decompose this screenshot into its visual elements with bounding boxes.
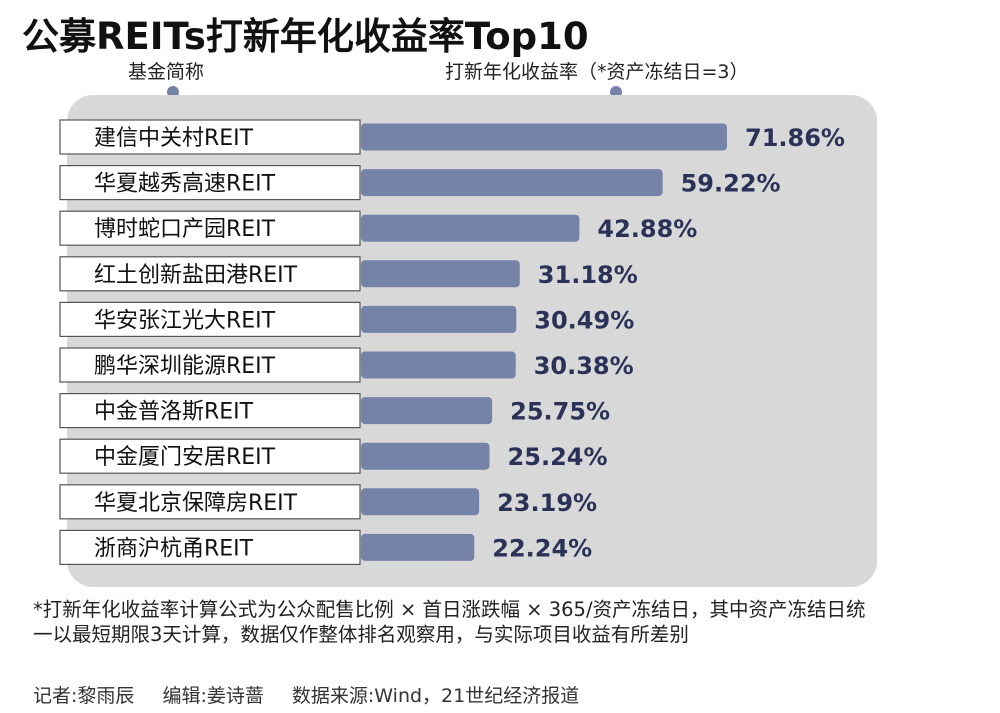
bar-row: 浙商沪杭甬REIT 22.24% [59, 529, 592, 566]
bar-row: 华安张江光大REIT 30.49% [59, 301, 634, 337]
data-label: 59.22% [681, 170, 781, 198]
bar-row: 华夏北京保障房REIT 23.19% [59, 484, 597, 520]
bar-row: 鹏华深圳能源REIT 30.38% [59, 347, 634, 383]
editor-credit: 编辑:姜诗蔷 [162, 685, 264, 707]
bar [361, 260, 520, 288]
data-label: 42.88% [597, 215, 697, 243]
bar-row: 华夏越秀高速REIT 59.22% [59, 165, 781, 201]
category-label-box [59, 165, 361, 201]
category-label: 中金厦门安居REIT [94, 445, 276, 470]
category-label: 博时蛇口产园REIT [94, 217, 276, 242]
category-label: 华夏越秀高速REIT [94, 172, 276, 197]
category-label-box [59, 210, 361, 246]
category-label: 浙商沪杭甬REIT [94, 536, 254, 561]
bar [361, 488, 480, 516]
category-label: 建信中关村REIT [94, 126, 254, 151]
category-label: 鹏华深圳能源REIT [94, 354, 276, 379]
data-label: 30.38% [534, 352, 634, 380]
bar-row: 红土创新盐田港REIT 31.18% [59, 256, 638, 292]
category-label-box [59, 438, 361, 474]
bar [361, 123, 727, 151]
category-label: 红土创新盐田港REIT [94, 263, 298, 288]
category-label-box [59, 393, 361, 429]
source-credit: 数据来源:Wind，21世纪经济报道 [291, 685, 580, 707]
bar [361, 533, 475, 561]
category-label: 华夏北京保障房REIT [94, 491, 298, 516]
bar [361, 214, 580, 242]
category-label-box [59, 301, 361, 337]
category-label: 华安张江光大REIT [94, 308, 276, 333]
bar [361, 442, 490, 470]
footnote: *打新年化收益率计算公式为公众配售比例 × 首日涨跌幅 × 365/资产冻结日，… [33, 598, 866, 646]
data-label: 30.49% [534, 306, 634, 334]
data-label: 23.19% [497, 489, 597, 517]
bar-row: 中金普洛斯REIT 25.75% [59, 393, 610, 429]
value-column-header: 打新年化收益率（*资产冻结日=3） [445, 61, 749, 83]
bar [361, 397, 493, 425]
bar-row: 建信中关村REIT 71.86% [59, 119, 845, 155]
bar [361, 305, 517, 333]
bar-row: 博时蛇口产园REIT 42.88% [59, 210, 697, 246]
data-label: 25.75% [510, 398, 610, 426]
data-label: 25.24% [508, 443, 608, 471]
credits: 记者:黎雨辰 编辑:姜诗蔷 数据来源:Wind，21世纪经济报道 [33, 681, 601, 708]
data-label: 22.24% [492, 534, 592, 562]
category-label-box [59, 529, 361, 566]
category-column-header: 基金简称 [128, 61, 205, 83]
category-label: 中金普洛斯REIT [94, 400, 254, 425]
data-label: 31.18% [538, 261, 638, 289]
bar [361, 169, 663, 197]
category-label-box [59, 119, 361, 155]
bar [361, 351, 516, 379]
category-label-box [59, 484, 361, 520]
chart-title: 公募REITs打新年化收益率Top10 [22, 15, 589, 58]
reporter-credit: 记者:黎雨辰 [33, 685, 135, 707]
data-label: 71.86% [745, 124, 845, 152]
category-label-box [59, 347, 361, 383]
category-label-box [59, 256, 361, 292]
bar-row: 中金厦门安居REIT 25.24% [59, 438, 608, 474]
